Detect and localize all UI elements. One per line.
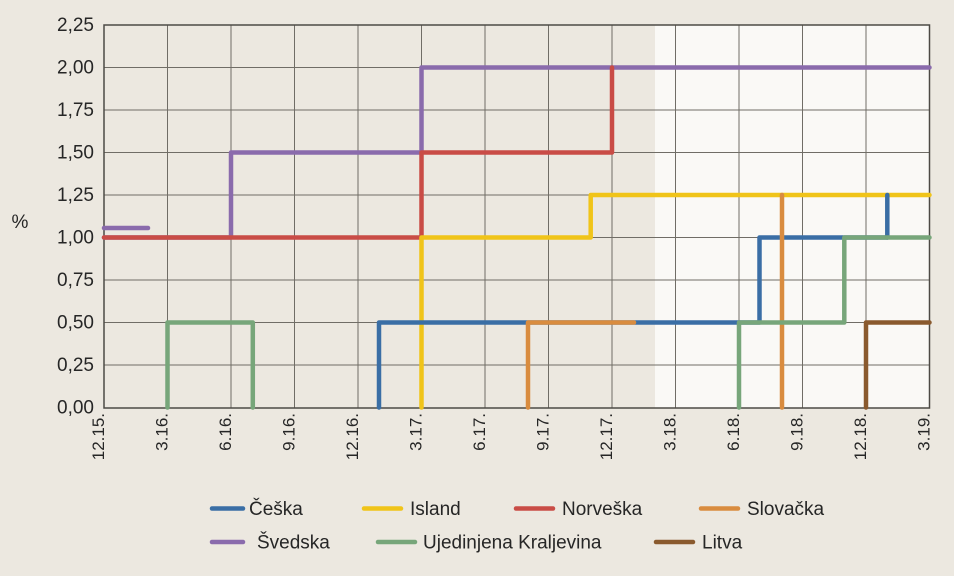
svg-text:Slovačka: Slovačka — [747, 499, 825, 520]
svg-text:6.18.: 6.18. — [724, 413, 743, 451]
svg-text:3.19.: 3.19. — [915, 413, 934, 451]
svg-text:1,25: 1,25 — [57, 185, 94, 206]
svg-text:1,75: 1,75 — [57, 100, 94, 121]
svg-text:6.17.: 6.17. — [470, 413, 489, 451]
svg-text:2,00: 2,00 — [57, 58, 94, 79]
svg-text:Švedska: Švedska — [257, 532, 330, 554]
svg-text:Litva: Litva — [702, 533, 743, 554]
svg-text:9.17.: 9.17. — [534, 413, 553, 451]
svg-text:0,75: 0,75 — [57, 270, 94, 291]
svg-text:0,50: 0,50 — [57, 313, 94, 334]
svg-text:3.16.: 3.16. — [153, 413, 172, 451]
svg-text:3.18.: 3.18. — [661, 413, 680, 451]
svg-text:12.17.: 12.17. — [597, 413, 616, 460]
svg-text:9.18.: 9.18. — [788, 413, 807, 451]
svg-text:12.15.: 12.15. — [89, 413, 108, 460]
svg-text:3.17.: 3.17. — [407, 413, 426, 451]
svg-text:12.18.: 12.18. — [851, 413, 870, 460]
svg-text:Češka: Češka — [249, 498, 303, 520]
svg-text:6.16.: 6.16. — [216, 413, 235, 451]
svg-text:Island: Island — [410, 499, 461, 520]
svg-text:1,00: 1,00 — [57, 228, 94, 249]
svg-text:0,25: 0,25 — [57, 355, 94, 376]
svg-text:12.16.: 12.16. — [343, 413, 362, 460]
svg-text:2,25: 2,25 — [57, 15, 94, 36]
svg-text:1,50: 1,50 — [57, 143, 94, 164]
svg-text:9.16.: 9.16. — [280, 413, 299, 451]
svg-text:Norveška: Norveška — [562, 499, 643, 520]
svg-text:%: % — [12, 212, 29, 233]
svg-text:Ujedinjena Kraljevina: Ujedinjena Kraljevina — [423, 533, 602, 554]
